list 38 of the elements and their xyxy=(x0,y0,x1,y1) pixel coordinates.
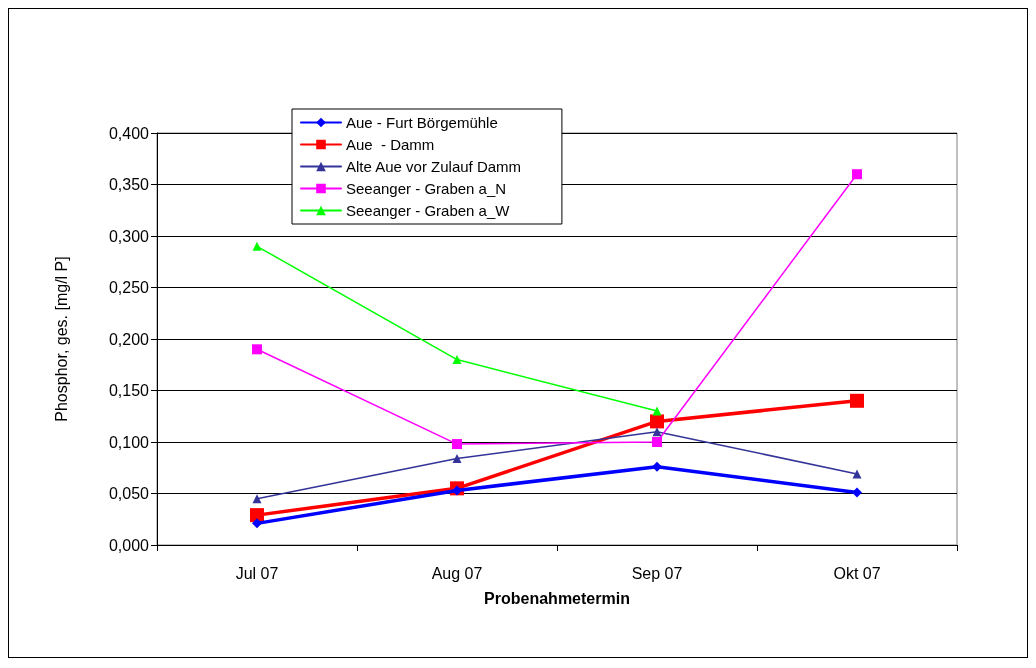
legend-label: Seeanger - Graben a_W xyxy=(346,202,511,219)
point xyxy=(252,344,262,355)
x-axis-title: Probenahmetermin xyxy=(484,589,630,607)
point xyxy=(452,439,462,450)
point xyxy=(252,241,262,251)
legend-label: Seeanger - Graben a_N xyxy=(346,180,507,197)
y-tick-label: 0,100 xyxy=(108,433,150,451)
point xyxy=(852,469,862,479)
y-tick-label: 0,250 xyxy=(108,279,150,296)
point xyxy=(850,393,864,408)
x-tick-label: Sep 07 xyxy=(631,564,683,582)
point xyxy=(252,518,262,529)
y-tick-label: 0,200 xyxy=(108,330,150,348)
point xyxy=(452,453,462,463)
x-tick-label: Okt 07 xyxy=(833,564,881,582)
legend-label: Aue - Damm xyxy=(346,136,435,153)
point xyxy=(852,169,862,180)
point xyxy=(652,461,662,472)
legend-label: Aue - Furt Börgemühle xyxy=(346,114,498,131)
point xyxy=(652,437,662,447)
point xyxy=(452,355,462,365)
point xyxy=(652,406,662,416)
y-tick-label: 0,350 xyxy=(108,176,150,193)
y-tick-label: 0,050 xyxy=(108,485,150,502)
point xyxy=(250,508,264,523)
y-tick-label: 0,400 xyxy=(108,124,150,142)
point xyxy=(452,485,462,496)
x-tick-label: Aug 07 xyxy=(431,564,483,582)
y-tick-label: 0,150 xyxy=(108,382,150,399)
point xyxy=(650,414,664,429)
y-tick-label: 0,300 xyxy=(108,227,150,245)
point xyxy=(252,494,262,504)
x-tick-label: Jul 07 xyxy=(235,564,279,582)
y-axis-title: Phosphor, ges. [mg/l P] xyxy=(52,256,70,422)
point xyxy=(652,427,662,437)
y-tick-label: 0,000 xyxy=(108,536,150,554)
legend-label: Alte Aue vor Zulauf Damm xyxy=(346,158,522,175)
point xyxy=(852,487,862,498)
